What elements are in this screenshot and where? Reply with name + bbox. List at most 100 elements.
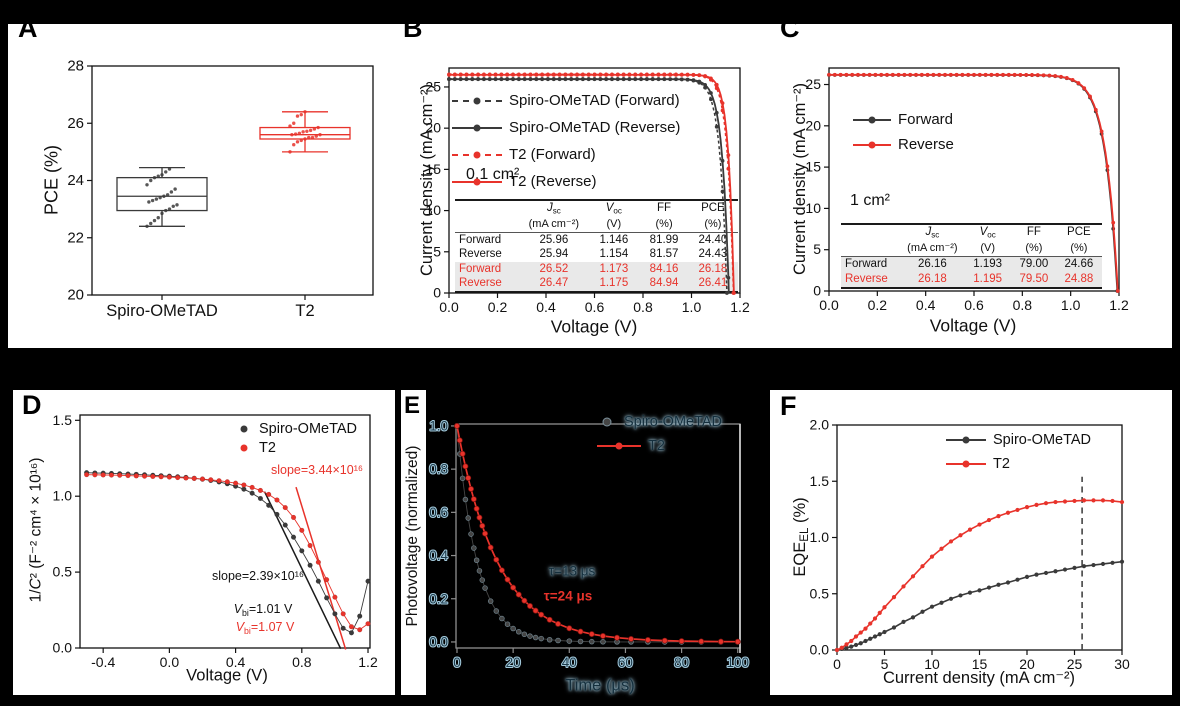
table-cell: Reverse bbox=[845, 272, 888, 285]
decay-marker bbox=[479, 577, 486, 583]
decay-marker bbox=[493, 556, 500, 563]
table-cell: 25.94 bbox=[539, 248, 569, 260]
x-tick-label: 100 bbox=[726, 655, 749, 670]
panel-e-x-axis-label: Time (μs) bbox=[565, 676, 635, 695]
panel-e-label-strip bbox=[401, 390, 426, 695]
table-row: Reverse 26.18 1.195 79.50 24.88 bbox=[841, 272, 1102, 287]
legend-swatch-dot-black bbox=[236, 424, 252, 434]
table-cell: 26.41 bbox=[698, 277, 728, 289]
legend-swatch-reverse bbox=[853, 140, 891, 150]
table-cell: 24.66 bbox=[1064, 257, 1094, 270]
legend-item: Spiro-OMeTAD bbox=[597, 410, 722, 434]
decay-marker bbox=[473, 505, 480, 512]
x-tick-label: 80 bbox=[674, 655, 689, 670]
panel-c-area-label: 1 cm² bbox=[850, 192, 890, 209]
legend-label: T2 bbox=[259, 439, 276, 456]
decay-marker bbox=[546, 616, 553, 623]
table-row: Forward 26.52 1.173 84.16 26.18 bbox=[455, 262, 738, 277]
legend-label: Spiro-OMeTAD (Forward) bbox=[509, 92, 680, 109]
decay-marker bbox=[600, 633, 606, 639]
decay-marker bbox=[468, 531, 474, 537]
table-cell: 26.18 bbox=[698, 262, 728, 275]
table-row: (mA cm⁻²) (V) (%) (%) bbox=[455, 217, 738, 233]
panel-b-x-axis-label: Voltage (V) bbox=[550, 316, 638, 337]
table-cell: (V) bbox=[606, 218, 622, 230]
decay-curve bbox=[456, 425, 738, 643]
table-cell: 1.173 bbox=[599, 262, 629, 275]
table-cell: (mA cm⁻²) bbox=[907, 242, 958, 254]
decay-marker bbox=[456, 437, 463, 444]
legend-label: T2 bbox=[648, 438, 665, 454]
legend-item: Spiro-OMeTAD (Forward) bbox=[452, 87, 680, 114]
decay-marker bbox=[465, 475, 472, 481]
table-cell: 26.52 bbox=[539, 262, 569, 275]
table-cell: 26.47 bbox=[539, 277, 569, 289]
legend-item: T2 bbox=[597, 434, 722, 458]
table-cell: (mA cm⁻²) bbox=[528, 218, 580, 230]
legend-swatch-dashed-black bbox=[452, 96, 502, 106]
annotation-vbi-spiro: Vbi=1.01 V bbox=[233, 602, 293, 618]
legend-item: Forward bbox=[853, 107, 954, 132]
panel-f-y-axis-label: EQEEL (%) bbox=[790, 497, 812, 577]
decay-marker bbox=[499, 615, 505, 622]
decay-marker bbox=[476, 568, 483, 574]
panel-c-legend: Forward Reverse bbox=[853, 107, 954, 157]
annotation-tau-spiro: τ=13 μs bbox=[548, 563, 596, 579]
decay-marker bbox=[457, 451, 463, 457]
decay-marker bbox=[555, 637, 561, 644]
decay-marker bbox=[459, 475, 466, 482]
legend-swatch-black bbox=[946, 435, 986, 445]
table-cell: 1.195 bbox=[973, 272, 1003, 285]
decay-marker bbox=[462, 496, 469, 503]
decay-marker bbox=[521, 597, 528, 604]
table-cell: 24.88 bbox=[1064, 272, 1094, 285]
panel-c-y-axis-label: Current density (mA cm⁻²) bbox=[791, 82, 809, 276]
table-row: (mA cm⁻²) (V) (%) (%) bbox=[841, 241, 1102, 257]
panel-a-category-spiro: Spiro-OMeTAD bbox=[106, 302, 218, 320]
table-cell: (%) bbox=[1025, 242, 1043, 254]
decay-marker bbox=[476, 514, 483, 521]
legend-swatch-dot-red bbox=[236, 443, 252, 453]
legend-item: T2 bbox=[946, 452, 1091, 476]
decay-marker bbox=[468, 485, 474, 492]
decay-marker bbox=[527, 633, 533, 639]
legend-swatch-dot-gray bbox=[597, 417, 617, 427]
legend-item: T2 (Forward) bbox=[452, 141, 680, 168]
x-tick-label: 20 bbox=[506, 655, 521, 670]
panel-d-x-axis-label: Voltage (V) bbox=[186, 666, 268, 685]
table-cell: 26.18 bbox=[918, 272, 947, 285]
legend-swatch-solid-red bbox=[452, 177, 502, 187]
table-row: Jsc Voc FF PCE bbox=[841, 225, 1102, 241]
table-cell: (%) bbox=[1070, 242, 1088, 254]
decay-marker bbox=[588, 631, 595, 638]
decay-marker bbox=[661, 637, 668, 644]
decay-marker bbox=[454, 422, 460, 429]
panel-a-letter: A bbox=[18, 24, 38, 43]
decay-marker bbox=[538, 611, 545, 618]
decay-marker bbox=[504, 621, 511, 627]
table-cell: 81.57 bbox=[649, 248, 679, 260]
legend-swatch-forward bbox=[853, 115, 891, 125]
legend-item: Spiro-OMeTAD (Reverse) bbox=[452, 114, 680, 141]
y-tick-label: 0.0 bbox=[429, 634, 448, 649]
decay-marker bbox=[555, 620, 562, 627]
table-cell: (%) bbox=[655, 218, 673, 230]
y-tick-label: 0.8 bbox=[429, 462, 448, 477]
decay-marker bbox=[516, 629, 522, 635]
legend-label: T2 (Reverse) bbox=[509, 173, 597, 190]
decay-marker bbox=[577, 628, 584, 635]
table-cell: 24.40 bbox=[698, 233, 728, 246]
x-tick-label: 0 bbox=[453, 655, 461, 670]
decay-marker bbox=[735, 639, 741, 645]
decay-marker bbox=[510, 584, 517, 591]
panel-a-category-t2: T2 bbox=[295, 302, 315, 320]
decay-marker bbox=[479, 522, 486, 529]
decay-marker bbox=[510, 625, 516, 632]
table-cell: 84.94 bbox=[649, 277, 679, 289]
decay-marker bbox=[462, 463, 469, 470]
decay-marker bbox=[504, 576, 511, 583]
decay-marker bbox=[600, 639, 606, 645]
panel-f-legend: Spiro-OMeTAD T2 bbox=[946, 428, 1091, 476]
panel-a-y-axis-label: PCE (%) bbox=[41, 144, 62, 216]
